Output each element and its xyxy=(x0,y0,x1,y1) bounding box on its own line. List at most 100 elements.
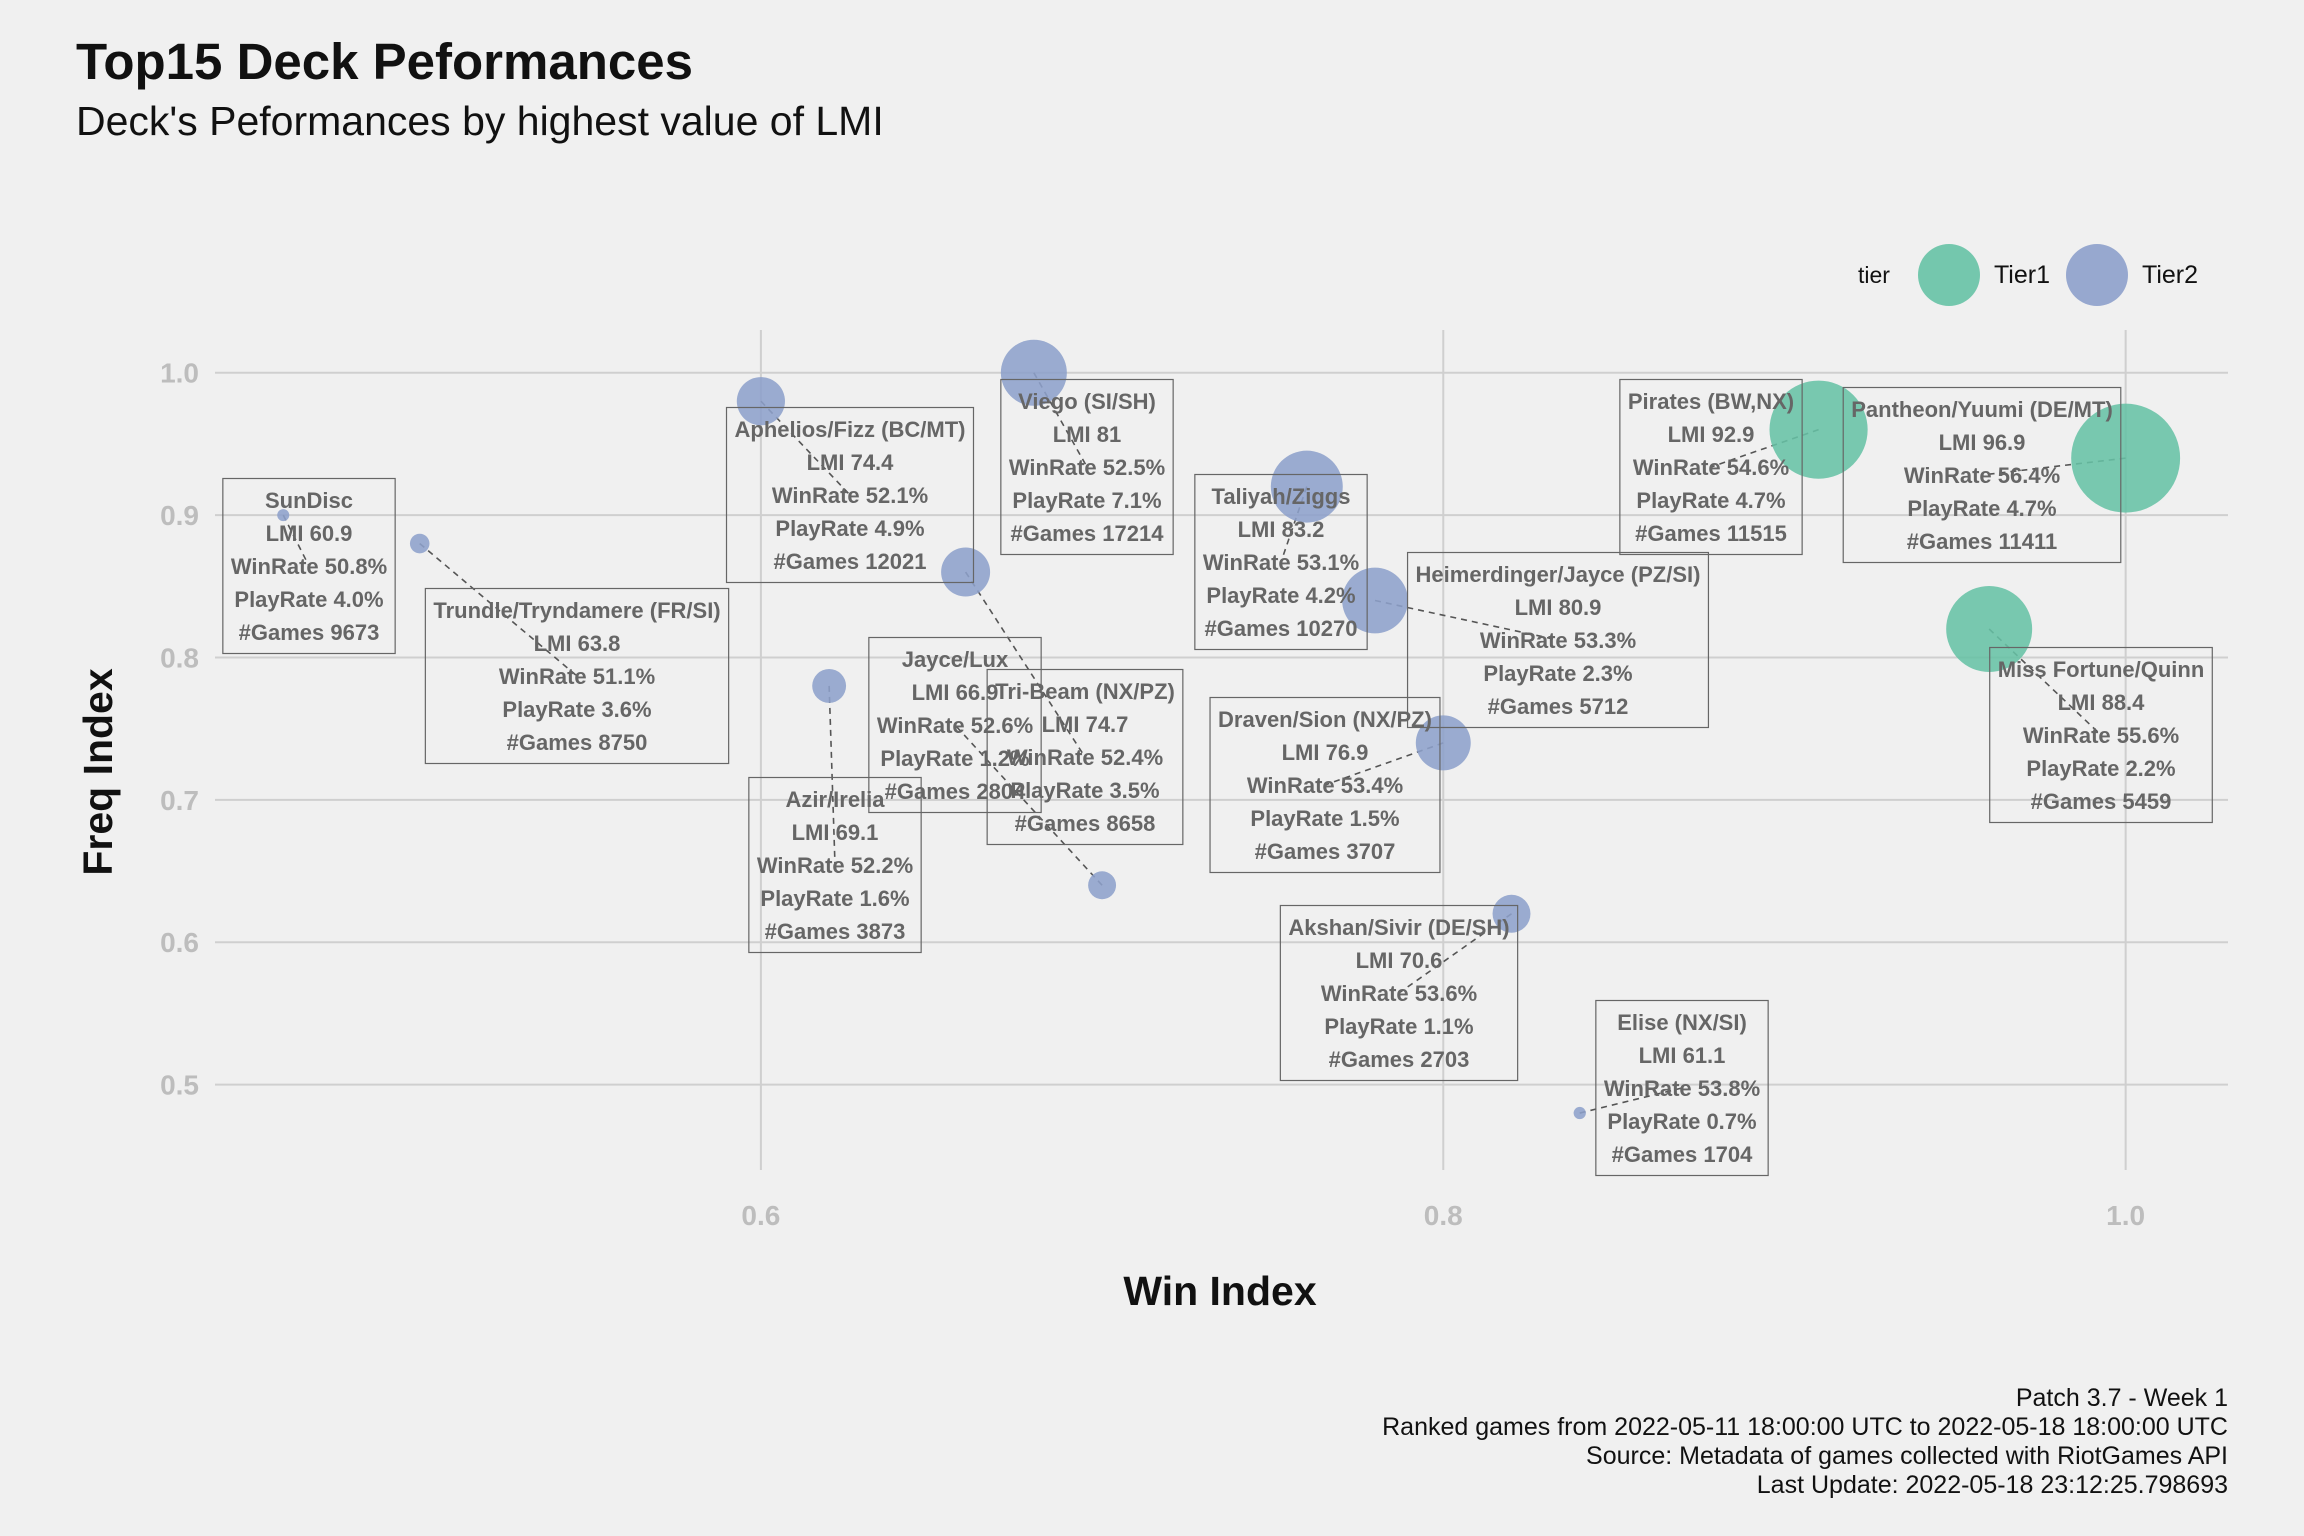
legend-item-tier2: Tier2 xyxy=(2065,244,2199,306)
point-label-line: LMI 74.4 xyxy=(807,450,895,475)
point-label-line: #Games 2804 xyxy=(885,779,1026,804)
point-label-box xyxy=(725,406,975,584)
point-label-line: LMI 69.1 xyxy=(792,820,879,845)
point-label-line: LMI 83.2 xyxy=(1238,517,1325,542)
point-label: Pirates (BW,NX) LMI 92.9 WinRate 54.6% Play… xyxy=(1619,378,1803,556)
point-label-line: WinRate 53.3% xyxy=(1480,628,1636,653)
label-connector xyxy=(419,542,578,677)
label-connector xyxy=(828,685,836,866)
x-tick-label: 1.0 xyxy=(2106,1200,2145,1231)
point-label-line: Trundle/Tryndamere (FR/SI) xyxy=(433,598,720,623)
data-point xyxy=(1088,871,1117,900)
point-label-line: LMI 66.9 xyxy=(912,680,999,705)
point-label-line: PlayRate 4.7% xyxy=(1636,488,1785,513)
point-label-line: SunDisc xyxy=(265,488,353,513)
point-label-line: Miss Fortune/Quinn xyxy=(1998,657,2205,682)
point-label-box xyxy=(1279,904,1519,1082)
legend-title: tier xyxy=(1858,261,1890,288)
point-label-line: LMI 81 xyxy=(1053,422,1121,447)
point-label-box xyxy=(868,636,1042,814)
caption-line-range: Ranked games from 2022-05-11 18:00:00 UT… xyxy=(1382,1413,2228,1441)
point-label-line: LMI 96.9 xyxy=(1939,430,2026,455)
x-axis-title: Win Index xyxy=(1123,1268,1316,1314)
point-label-line: #Games 12021 xyxy=(774,549,927,574)
point-label-line: Pantheon/Yuumi (DE/MT) xyxy=(1851,397,2113,422)
point-label-line: PlayRate 4.0% xyxy=(234,587,383,612)
y-tick-label: 1.0 xyxy=(160,358,199,389)
point-label: Heimerdinger/Jayce (PZ/SI) LMI 80.9 WinRat… xyxy=(1406,551,1710,729)
point-label-line: #Games 11411 xyxy=(1907,529,2057,554)
legend-item-tier1: Tier1 xyxy=(1917,244,2050,306)
label-connector xyxy=(1324,742,1444,786)
point-label-line: #Games 1704 xyxy=(1612,1142,1753,1167)
y-tick-label: 0.7 xyxy=(160,785,199,816)
point-label-line: WinRate 51.1% xyxy=(499,664,655,689)
point-label-line: Aphelios/Fizz (BC/MT) xyxy=(735,417,966,442)
label-connector xyxy=(282,514,310,567)
point-label-box xyxy=(1209,696,1441,874)
point-label-line: PlayRate 4.9% xyxy=(775,516,924,541)
point-label-line: #Games 5459 xyxy=(2031,789,2172,814)
point-label-line: WinRate 52.2% xyxy=(757,853,913,878)
point-label-line: #Games 8750 xyxy=(507,730,648,755)
chart-title: Top15 Deck Peformances xyxy=(76,33,693,90)
point-label-line: WinRate 52.6% xyxy=(877,713,1033,738)
point-label-line: #Games 3873 xyxy=(765,919,906,944)
data-point xyxy=(1492,894,1531,933)
legend-swatch-tier2 xyxy=(2065,244,2128,306)
point-label-line: LMI 74.7 xyxy=(1042,712,1129,737)
point-label-line: PlayRate 3.6% xyxy=(502,697,651,722)
point-label-line: WinRate 55.6% xyxy=(2023,723,2179,748)
label-connector xyxy=(1710,428,1819,468)
point-label-line: LMI 80.9 xyxy=(1515,595,1602,620)
point-label: Taliyah/Ziggs LMI 83.2 WinRate 53.1% PlayRa… xyxy=(1194,473,1368,651)
point-label-line: PlayRate 4.2% xyxy=(1206,583,1355,608)
point-label-line: #Games 11515 xyxy=(1635,521,1787,546)
point-label-line: LMI 61.1 xyxy=(1639,1043,1726,1068)
point-label: Miss Fortune/Quinn LMI 88.4 WinRate 55.6% P… xyxy=(1989,646,2213,824)
y-tick-label: 0.5 xyxy=(160,1070,199,1101)
point-label-line: WinRate 50.8% xyxy=(231,554,387,579)
point-label-line: PlayRate 1.6% xyxy=(760,886,909,911)
y-tick-label: 0.6 xyxy=(160,927,199,958)
point-label: Viego (SI/SH) LMI 81 WinRate 52.5% PlayRate… xyxy=(1000,378,1174,556)
point-label: Aphelios/Fizz (BC/MT) LMI 74.4 WinRate 52.… xyxy=(725,406,975,584)
point-label: Trundle/Tryndamere (FR/SI) LMI 63.8 WinRat… xyxy=(424,587,730,765)
point-label-line: LMI 60.9 xyxy=(266,521,353,546)
point-label-line: PlayRate 3.5% xyxy=(1010,778,1159,803)
point-label-box xyxy=(1595,999,1769,1177)
point-label-line: PlayRate 2.3% xyxy=(1483,661,1632,686)
point-label: Akshan/Sivir (DE/SH) LMI 70.6 WinRate 53.6… xyxy=(1279,904,1519,1082)
point-label-line: PlayRate 4.7% xyxy=(1907,496,2056,521)
point-label-line: LMI 63.8 xyxy=(534,631,621,656)
data-point xyxy=(409,533,430,554)
data-point xyxy=(736,377,785,426)
point-label-line: Elise (NX/SI) xyxy=(1617,1010,1747,1035)
point-label-line: Jayce/Lux xyxy=(902,647,1009,672)
point-label-box xyxy=(222,477,396,655)
point-label-line: #Games 8658 xyxy=(1015,811,1156,836)
caption-line-update: Last Update: 2022-05-18 23:12:25.798693 xyxy=(1756,1471,2228,1499)
point-label-line: Azir/Irelia xyxy=(785,787,885,812)
point-label-line: PlayRate 7.1% xyxy=(1012,488,1161,513)
point-label-line: LMI 76.9 xyxy=(1282,740,1369,765)
point-label-line: PlayRate 1.1% xyxy=(1324,1014,1473,1039)
point-label-line: #Games 3707 xyxy=(1255,839,1396,864)
point-label-line: Taliyah/Ziggs xyxy=(1212,484,1351,509)
point-label: SunDisc LMI 60.9 WinRate 50.8% PlayRate 4.0… xyxy=(222,477,396,655)
point-label-line: Draven/Sion (NX/PZ) xyxy=(1218,707,1432,732)
point-label-line: WinRate 53.1% xyxy=(1203,550,1359,575)
point-label-line: WinRate 52.1% xyxy=(772,483,928,508)
point-label-line: PlayRate 1.2% xyxy=(880,746,1029,771)
data-point xyxy=(1946,585,2033,672)
legend: tier Tier1 Tier2 xyxy=(1858,244,2214,306)
point-label-line: #Games 17214 xyxy=(1011,521,1165,546)
legend-swatch-tier1 xyxy=(1917,244,1980,306)
caption-line-source: Source: Metadata of games collected with… xyxy=(1586,1442,2228,1470)
point-label-line: WinRate 52.4% xyxy=(1007,745,1163,770)
legend-label-tier2: Tier2 xyxy=(2141,260,2199,289)
point-label-line: Akshan/Sivir (DE/SH) xyxy=(1288,915,1509,940)
point-label-box xyxy=(1000,378,1174,556)
point-label-line: WinRate 56.4% xyxy=(1904,463,2060,488)
